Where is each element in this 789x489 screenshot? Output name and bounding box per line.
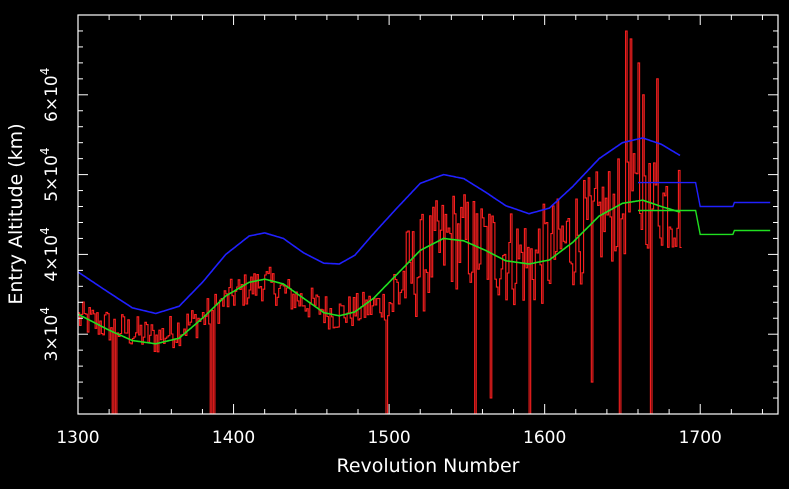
x-tick-label: 1300 — [56, 428, 99, 448]
x-tick-labels: 1300 1400 1500 1600 1700 — [56, 428, 721, 448]
series-blue-curve — [78, 137, 681, 315]
plot-frame — [77, 14, 779, 415]
plot-series — [78, 30, 771, 414]
series-green-step — [638, 209, 771, 236]
series-blue-step — [638, 181, 771, 208]
x-axis-label: Revolution Number — [337, 455, 520, 477]
x-tick-label: 1400 — [212, 428, 255, 448]
series-red-histogram — [78, 30, 682, 414]
y-tick-labels: 3×104 4×104 5×104 6×104 — [38, 68, 62, 362]
series-green-curve — [78, 199, 681, 345]
x-tick-label: 1600 — [523, 428, 566, 448]
y-tick-label: 3×104 — [38, 307, 62, 361]
axis-ticks — [77, 14, 778, 415]
y-tick-label: 4×104 — [38, 227, 62, 281]
y-axis-label: Entry Altitude (km) — [5, 123, 27, 304]
x-tick-label: 1700 — [679, 428, 722, 448]
y-tick-label: 6×104 — [38, 68, 62, 122]
y-tick-label: 5×104 — [38, 147, 62, 201]
x-tick-label: 1500 — [367, 428, 410, 448]
